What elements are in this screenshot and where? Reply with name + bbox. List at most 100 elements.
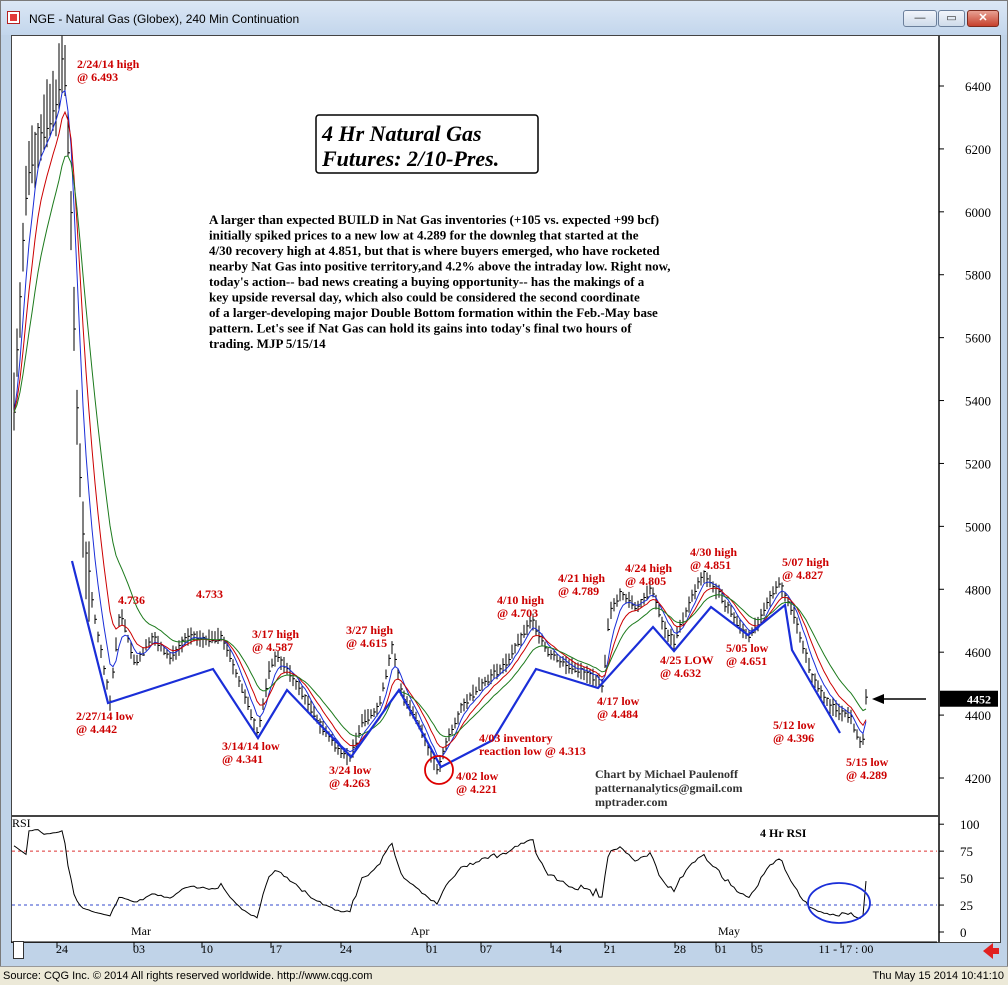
annotation-label: @ 4.827: [782, 568, 823, 582]
axis-layer: 6400 6200 6000 5800 5600 5400 5200 5000 4800 4600…: [11, 79, 998, 956]
annotation-label: 4/21 high: [558, 571, 605, 585]
x-tick-label: 07: [480, 942, 492, 956]
price-tick-label: 6200: [965, 142, 991, 157]
commentary-line: today's action-- bad news creating a buy…: [209, 274, 645, 289]
annotation-label: 4/25 LOW: [660, 653, 714, 667]
price-tick-label: 5800: [965, 268, 991, 283]
annotation-label: 3/27 high: [346, 623, 393, 637]
annotation-label: @ 4.703: [497, 606, 538, 620]
reversal-circle: [424, 755, 454, 785]
annotation-label: 4/03 inventory: [479, 731, 553, 745]
x-tick-label: 01: [426, 942, 438, 956]
price-tick-label: 4800: [965, 582, 991, 597]
window-title: NGE - Natural Gas (Globex), 240 Min Cont…: [29, 12, 300, 26]
commentary-line: key upside reversal day, which also coul…: [209, 290, 640, 305]
commentary-line: trading. MJP 5/15/14: [209, 336, 326, 351]
chart-title-line1: 4 Hr Natural Gas: [321, 121, 482, 146]
rsi-tick-label: 25: [960, 898, 973, 913]
price-tick-label: 4600: [965, 645, 991, 660]
price-tick-label: 5200: [965, 456, 991, 471]
price-tick-label: 6000: [965, 205, 991, 220]
commentary-line: initially spiked prices to a new low at …: [209, 228, 639, 243]
price-tick-label: 6400: [965, 79, 991, 94]
price-pointer-arrow-head: [872, 694, 884, 704]
rsi-tick-label: 100: [960, 817, 980, 832]
x-tick-label: 14: [550, 942, 562, 956]
annotation-label: 4/02 low: [456, 769, 499, 783]
annotation-label: @ 4.484: [597, 707, 638, 721]
annotation-label: 4/10 high: [497, 593, 544, 607]
status-bar: Source: CQG Inc. © 2014 All rights reser…: [0, 966, 1008, 985]
price-axis-panel: [939, 35, 1001, 943]
close-button[interactable]: ✕: [967, 10, 999, 27]
annotation-label: @ 4.789: [558, 584, 599, 598]
scrollbar-thumb[interactable]: [13, 941, 24, 959]
x-tick-label: 17: [270, 942, 282, 956]
rsi-tick-label: 50: [960, 871, 973, 886]
x-tick-label: 28: [674, 942, 686, 956]
annotation-label: 5/15 low: [846, 755, 889, 769]
pattern-lines: [70, 560, 841, 769]
pattern-line: [70, 560, 841, 769]
price-tick-label: 4200: [965, 771, 991, 786]
title-bar[interactable]: NGE - Natural Gas (Globex), 240 Min Cont…: [1, 1, 1007, 35]
status-source: Source: CQG Inc. © 2014 All rights reser…: [3, 970, 373, 982]
annotation-label: 4/24 high: [625, 561, 672, 575]
rsi-layer: [12, 829, 937, 919]
scroll-right-arrow-icon[interactable]: [981, 941, 1001, 961]
commentary-line: pattern. Let's see if Nat Gas can hold i…: [209, 321, 632, 336]
annotation-label: @ 4.805: [625, 574, 666, 588]
annotation-label: @ 4.263: [329, 776, 370, 790]
ma-medium-line: [13, 110, 867, 749]
annotation-label: @ 4.851: [690, 558, 731, 572]
ma-fast-line: [13, 89, 867, 758]
annotation-label: 2/24/14 high: [77, 57, 140, 71]
app-icon: [7, 11, 20, 24]
last-price-label: 4452: [967, 693, 991, 707]
annotation-label: 5/12 low: [773, 718, 816, 732]
annotation-label: @ 4.341: [222, 752, 263, 766]
rsi-line: [13, 829, 867, 919]
title-box: [315, 114, 539, 174]
restore-button[interactable]: ▭: [938, 10, 965, 27]
annotation-label: 3/14/14 low: [222, 739, 280, 753]
annotation-label: 4.733: [196, 587, 223, 601]
rsi-tick-label: 75: [960, 844, 973, 859]
x-tick-label: 24: [340, 942, 352, 956]
annotation-label: @ 4.651: [726, 654, 767, 668]
annotation-label: 2/27/14 low: [76, 709, 134, 723]
price-tick-label: 4400: [965, 708, 991, 723]
moving-averages: [13, 89, 867, 758]
x-tick-label: 21: [604, 942, 616, 956]
annotation-label: @ 4.442: [76, 722, 117, 736]
annotation-label: 3/24 low: [329, 763, 372, 777]
annotation-label: 5/07 high: [782, 555, 829, 569]
annotation-label: @ 4.587: [252, 640, 293, 654]
rsi-title: 4 Hr RSI: [760, 826, 807, 840]
rsi-ellipse: [807, 882, 871, 924]
minimize-button[interactable]: —: [903, 10, 937, 27]
annotation-label: 3/17 high: [252, 627, 299, 641]
price-tick-label: 5400: [965, 394, 991, 409]
rsi-label: RSI: [12, 816, 31, 830]
annotation-label: @ 4.396: [773, 731, 814, 745]
x-tick-label: 03: [133, 942, 145, 956]
x-month-label: Apr: [411, 924, 430, 938]
annotation-label: 4/17 low: [597, 694, 640, 708]
annotation-label: 5/05 low: [726, 641, 769, 655]
ma-slow-line: [13, 155, 867, 738]
credit-line: patternanalytics@gmail.com: [595, 781, 742, 795]
rsi-tick-label: 0: [960, 925, 967, 940]
credit-line: Chart by Michael Paulenoff: [595, 767, 739, 781]
annotation-label: 4/30 high: [690, 545, 737, 559]
annotation-label: reaction low @ 4.313: [479, 744, 586, 758]
x-tick-label: 24: [56, 942, 68, 956]
x-month-label: May: [718, 924, 740, 938]
commentary-line: A larger than expected BUILD in Nat Gas …: [209, 212, 659, 227]
price-tick-label: 5000: [965, 519, 991, 534]
annotation-label: 4.736: [118, 593, 145, 607]
